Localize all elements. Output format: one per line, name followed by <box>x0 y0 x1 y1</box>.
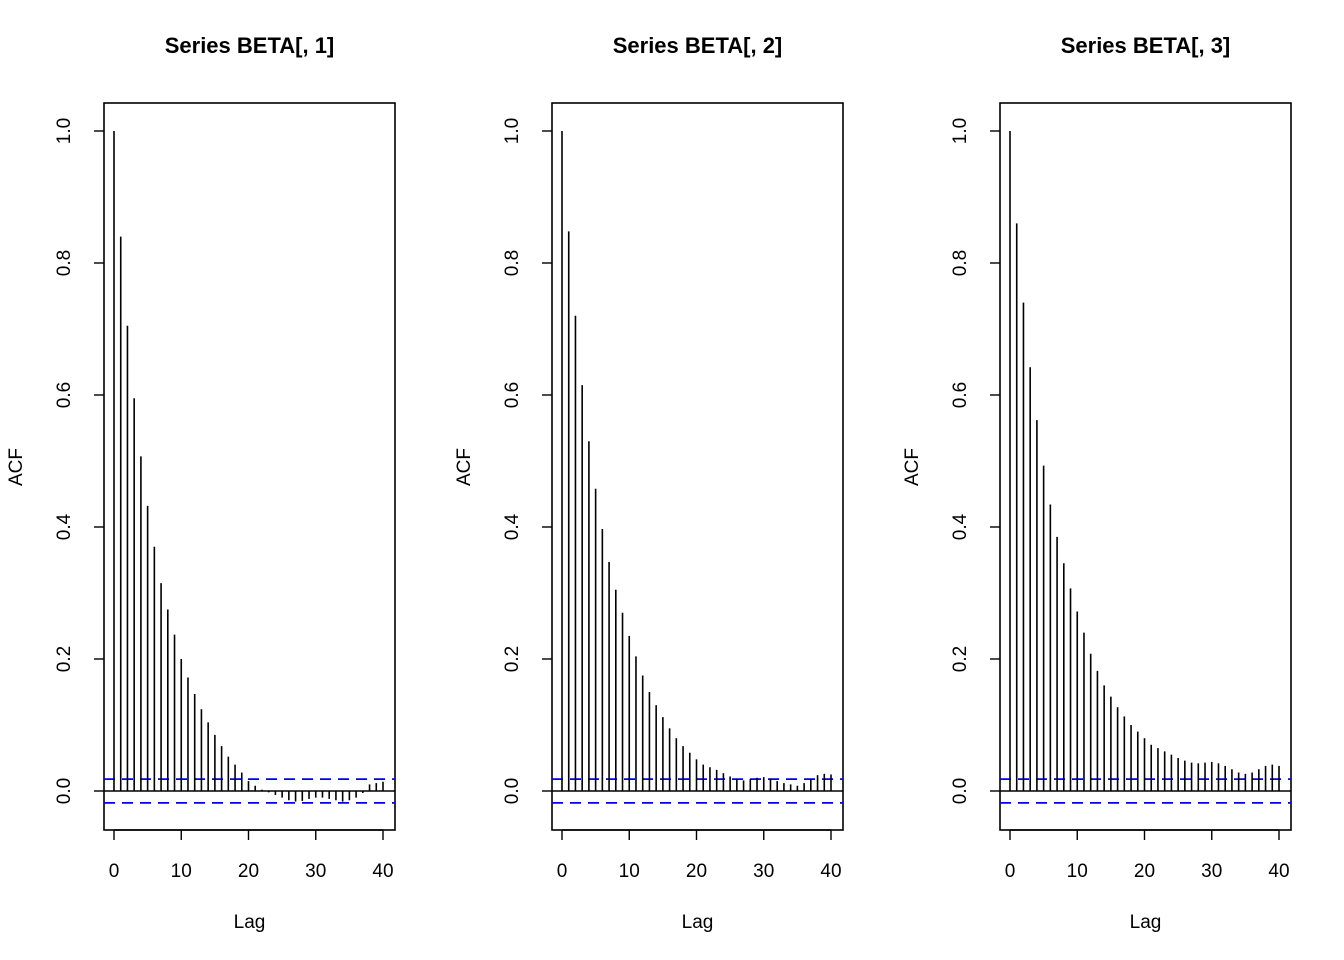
y-tick-label: 0.8 <box>502 250 523 276</box>
x-axis-label: Lag <box>682 912 714 933</box>
y-tick-label: 0.4 <box>502 513 523 540</box>
x-tick-label: 10 <box>1067 861 1088 882</box>
chart-title: Series BETA[, 2] <box>613 33 783 58</box>
x-axis-label: Lag <box>1130 912 1162 933</box>
y-tick-label: 0.0 <box>502 778 523 804</box>
y-axis-label: ACF <box>902 448 923 486</box>
x-tick-label: 40 <box>820 861 841 882</box>
x-tick-label: 20 <box>686 861 707 882</box>
x-tick-label: 40 <box>372 861 393 882</box>
y-tick-label: 0.6 <box>950 382 971 408</box>
y-tick-label: 0.6 <box>54 382 75 408</box>
x-tick-label: 20 <box>238 861 259 882</box>
y-tick-label: 0.0 <box>54 778 75 804</box>
x-tick-label: 40 <box>1268 861 1289 882</box>
y-tick-label: 0.8 <box>950 250 971 276</box>
chart-title: Series BETA[, 3] <box>1061 33 1231 58</box>
acf-panel-3: Series BETA[, 3] 0 10 20 30 40 0.0 0.2 0.4 0.6 0.8… <box>902 33 1292 933</box>
y-tick-label: 0.4 <box>950 513 971 540</box>
chart-title: Series BETA[, 1] <box>165 33 335 58</box>
y-tick-label: 0.8 <box>54 250 75 276</box>
y-tick-label: 0.2 <box>502 646 523 672</box>
x-tick-label: 30 <box>753 861 774 882</box>
y-tick-label: 1.0 <box>502 118 523 144</box>
x-tick-label: 30 <box>305 861 326 882</box>
y-axis-label: ACF <box>454 448 475 486</box>
x-axis-label: Lag <box>234 912 266 933</box>
x-tick-label: 0 <box>1005 861 1016 882</box>
x-tick-label: 20 <box>1134 861 1155 882</box>
y-tick-label: 1.0 <box>950 118 971 144</box>
y-tick-label: 0.2 <box>950 646 971 672</box>
y-axis-label: ACF <box>6 448 27 486</box>
x-tick-label: 0 <box>557 861 568 882</box>
x-tick-label: 10 <box>619 861 640 882</box>
x-tick-label: 30 <box>1201 861 1222 882</box>
y-tick-label: 0.0 <box>950 778 971 804</box>
x-tick-label: 0 <box>109 861 120 882</box>
y-tick-label: 0.2 <box>54 646 75 672</box>
x-tick-label: 10 <box>171 861 192 882</box>
acf-panel-1: Series BETA[, 1] 0 10 20 30 40 0.0 0.2 0.4 0.6 0.8… <box>6 33 396 933</box>
y-tick-label: 1.0 <box>54 118 75 144</box>
acf-panel-2: Series BETA[, 2] 0 10 20 30 40 0.0 0.2 0.4 0.6 0.8… <box>454 33 844 933</box>
y-tick-label: 0.4 <box>54 513 75 540</box>
y-tick-label: 0.6 <box>502 382 523 408</box>
